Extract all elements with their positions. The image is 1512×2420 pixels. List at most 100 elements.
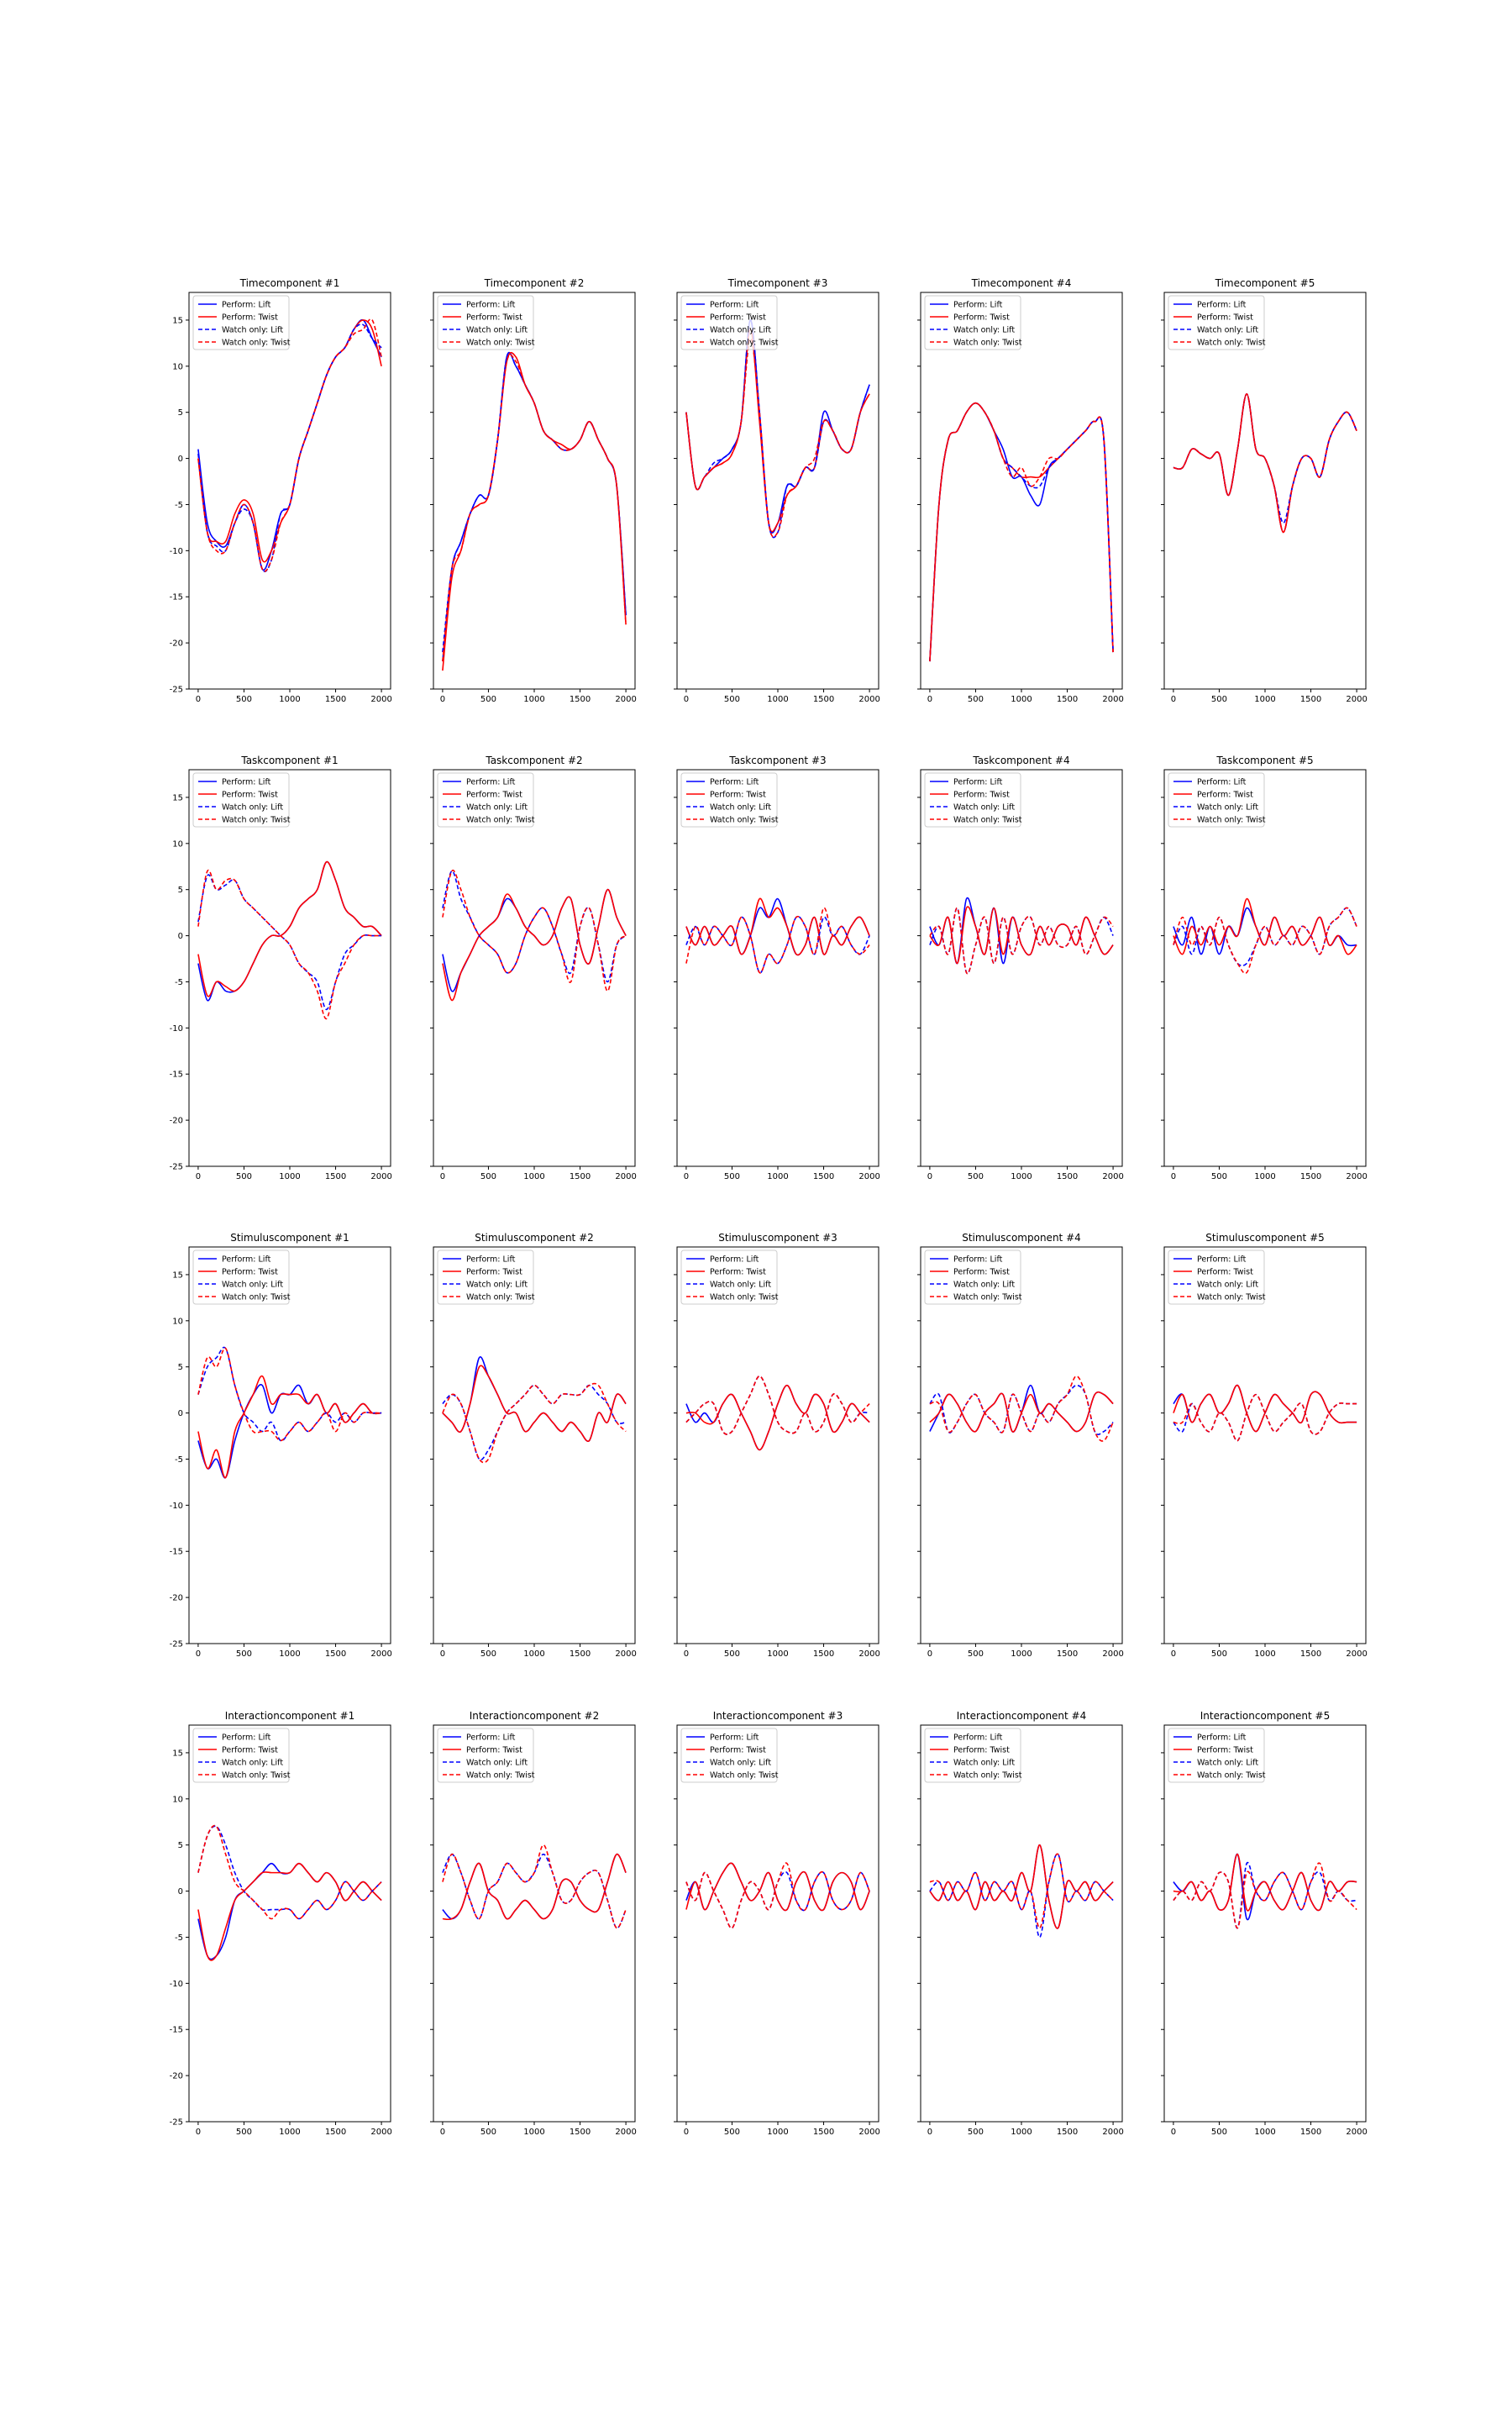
legend-label: Watch only: Twist bbox=[466, 816, 535, 825]
panel-2-1: Taskcomponent #1 0 500 1000 1500 2000 -25 -20 -1… bbox=[170, 755, 392, 1181]
x-tick-label: 1500 bbox=[570, 1172, 591, 1181]
y-tick-label: -25 bbox=[170, 2118, 183, 2128]
legend-box bbox=[437, 295, 534, 350]
legend-label: Watch only: Twist bbox=[953, 816, 1022, 825]
legend: Perform: Lift Perform: Twist Watch only: L… bbox=[680, 772, 779, 828]
x-tick-label: 1000 bbox=[1011, 1172, 1032, 1181]
axes-frame bbox=[920, 292, 1123, 690]
y-tick-label: -15 bbox=[170, 2026, 183, 2035]
axes-frame bbox=[188, 1246, 391, 1644]
legend-label: Perform: Twist bbox=[710, 313, 766, 323]
legend-box bbox=[924, 1249, 1021, 1305]
panel-title: Timecomponent #1 bbox=[239, 277, 340, 289]
series-line-2 bbox=[685, 1862, 870, 1912]
x-tick-label: 1500 bbox=[325, 1172, 346, 1181]
legend: Perform: Lift Perform: Twist Watch only: L… bbox=[437, 1728, 535, 1783]
series-group bbox=[1173, 1384, 1357, 1442]
x-tick-label: 1000 bbox=[1254, 1172, 1275, 1181]
legend-label: Watch only: Twist bbox=[1197, 1771, 1266, 1781]
x-tick-label: 0 bbox=[684, 1649, 689, 1659]
series-line-4 bbox=[442, 1844, 627, 1929]
panel-4-4: Interactioncomponent #4 0 500 1000 1500 2000 P… bbox=[917, 1710, 1124, 2137]
x-tick-label: 1000 bbox=[279, 695, 300, 704]
series-line-4 bbox=[442, 1382, 627, 1464]
x-tick-label: 2000 bbox=[370, 2128, 391, 2137]
x-tick-label: 1000 bbox=[1254, 695, 1275, 704]
series-group bbox=[197, 860, 382, 1020]
x-tick-label: 1000 bbox=[1254, 2128, 1275, 2137]
y-tick-label: -15 bbox=[170, 1071, 183, 1080]
panel-title: Taskcomponent #5 bbox=[1215, 755, 1313, 766]
series-line-1 bbox=[197, 1384, 382, 1479]
x-tick-label: 1000 bbox=[1011, 2128, 1032, 2137]
x-tick-label: 1000 bbox=[523, 1172, 544, 1181]
x-tick-label: 1500 bbox=[1057, 2128, 1078, 2137]
x-tick-label: 500 bbox=[480, 2128, 496, 2137]
x-tick-label: 2000 bbox=[858, 1172, 879, 1181]
x-tick-label: 500 bbox=[480, 1649, 496, 1659]
legend-label: Watch only: Twist bbox=[710, 1771, 779, 1781]
x-tick-label: 1500 bbox=[325, 695, 346, 704]
legend-label: Perform: Lift bbox=[466, 301, 516, 310]
x-tick-label: 1500 bbox=[1300, 1172, 1321, 1181]
series-line-3 bbox=[197, 1825, 382, 1920]
legend-label: Watch only: Lift bbox=[466, 803, 528, 813]
legend-label: Perform: Twist bbox=[466, 791, 522, 800]
x-tick-label: 2000 bbox=[370, 1172, 391, 1181]
y-tick-label: 5 bbox=[178, 1363, 183, 1372]
axes-frame bbox=[676, 1246, 879, 1644]
panel-title: Stimuluscomponent #1 bbox=[230, 1232, 349, 1244]
x-tick-label: 0 bbox=[1171, 1172, 1176, 1181]
panel-title: Stimuluscomponent #3 bbox=[718, 1232, 837, 1244]
legend-box bbox=[192, 295, 290, 350]
x-tick-label: 1500 bbox=[1057, 695, 1078, 704]
x-tick-label: 500 bbox=[968, 695, 984, 704]
panel-title: Taskcomponent #4 bbox=[972, 755, 1069, 766]
axes-frame bbox=[1163, 769, 1367, 1167]
x-tick-label: 500 bbox=[724, 695, 740, 704]
x-tick-label: 1500 bbox=[570, 695, 591, 704]
series-line-4 bbox=[1173, 907, 1357, 975]
x-tick-label: 2000 bbox=[1346, 1649, 1367, 1659]
legend-label: Perform: Lift bbox=[466, 1733, 516, 1743]
y-tick-label: -15 bbox=[170, 1548, 183, 1557]
x-tick-label: 0 bbox=[1171, 1649, 1176, 1659]
axes-frame bbox=[188, 769, 391, 1167]
legend: Perform: Lift Perform: Twist Watch only: L… bbox=[1168, 295, 1266, 350]
panel-title: Timecomponent #3 bbox=[727, 277, 828, 289]
legend-label: Watch only: Twist bbox=[466, 1293, 535, 1302]
legend-label: Perform: Twist bbox=[953, 1746, 1010, 1755]
series-line-3 bbox=[929, 1853, 1114, 1939]
series-line-2 bbox=[685, 897, 870, 956]
y-tick-label: -10 bbox=[170, 1980, 183, 1989]
panel-title: Interactioncomponent #5 bbox=[1200, 1710, 1331, 1722]
legend-label: Perform: Lift bbox=[710, 778, 759, 787]
series-line-3 bbox=[685, 319, 870, 539]
legend-label: Watch only: Twist bbox=[710, 339, 779, 348]
legend-label: Perform: Lift bbox=[222, 1255, 271, 1265]
x-tick-label: 500 bbox=[480, 695, 496, 704]
legend-label: Perform: Lift bbox=[1197, 1255, 1247, 1265]
x-tick-label: 0 bbox=[196, 695, 201, 704]
series-line-1 bbox=[929, 897, 1114, 965]
panel-2-5: Taskcomponent #5 0 500 1000 1500 2000 Perform:… bbox=[1161, 755, 1368, 1181]
y-tick-label: -5 bbox=[175, 1933, 183, 1943]
legend-box bbox=[680, 772, 778, 828]
legend-label: Watch only: Lift bbox=[222, 1759, 283, 1768]
legend-label: Watch only: Twist bbox=[953, 1771, 1022, 1781]
legend-label: Perform: Twist bbox=[222, 1268, 278, 1277]
legend-box bbox=[437, 1728, 534, 1783]
legend: Perform: Lift Perform: Twist Watch only: L… bbox=[680, 1728, 779, 1783]
series-line-2 bbox=[197, 1375, 382, 1479]
series-line-1 bbox=[1173, 392, 1357, 534]
x-tick-label: 1000 bbox=[1254, 1649, 1275, 1659]
legend-label: Perform: Twist bbox=[1197, 313, 1253, 323]
x-tick-label: 500 bbox=[968, 2128, 984, 2137]
y-tick-label: -25 bbox=[170, 1640, 183, 1649]
legend: Perform: Lift Perform: Twist Watch only: L… bbox=[924, 772, 1022, 828]
legend: Perform: Lift Perform: Twist Watch only: L… bbox=[437, 772, 535, 828]
panel-3-4: Stimuluscomponent #4 0 500 1000 1500 2000 Perf… bbox=[917, 1232, 1124, 1659]
series-line-1 bbox=[197, 318, 382, 571]
panel-1-1: Timecomponent #1 0 500 1000 1500 2000 -25 -20 -1… bbox=[170, 277, 392, 704]
legend-label: Perform: Lift bbox=[953, 1255, 1003, 1265]
